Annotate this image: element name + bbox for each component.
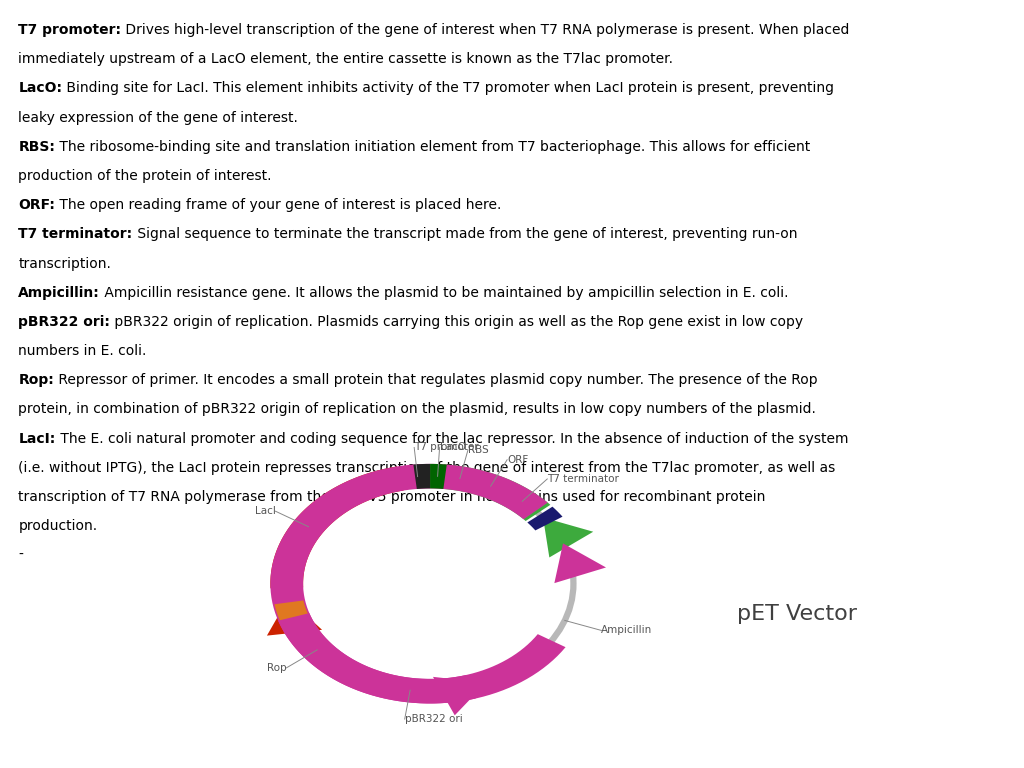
Text: Signal sequence to terminate the transcript made from the gene of interest, prev: Signal sequence to terminate the transcr… (132, 227, 797, 241)
Text: RBS:: RBS: (18, 140, 55, 154)
Text: Ampicillin: Ampicillin (601, 625, 652, 635)
Text: (i.e. without IPTG), the LacI protein represses transcription of the gene of int: (i.e. without IPTG), the LacI protein re… (18, 461, 836, 475)
Text: LacI: LacI (255, 506, 275, 516)
Text: Binding site for LacI. This element inhibits activity of the T7 promoter when La: Binding site for LacI. This element inhi… (62, 81, 835, 95)
Text: The open reading frame of your gene of interest is placed here.: The open reading frame of your gene of i… (55, 198, 502, 212)
Text: T7 terminator: T7 terminator (547, 474, 620, 484)
Text: Rop: Rop (267, 663, 287, 673)
Text: production.: production. (18, 519, 97, 533)
Text: The ribosome-binding site and translation initiation element from T7 bacteriopha: The ribosome-binding site and translatio… (55, 140, 811, 154)
Text: Ampicillin:: Ampicillin: (18, 286, 100, 300)
Text: pET Vector: pET Vector (737, 604, 857, 624)
Polygon shape (279, 613, 476, 703)
Text: LacO:: LacO: (18, 81, 62, 95)
Text: immediately upstream of a LacO element, the entire cassette is known as the T7la: immediately upstream of a LacO element, … (18, 52, 674, 66)
Text: numbers in E. coli.: numbers in E. coli. (18, 344, 146, 358)
Text: Repressor of primer. It encodes a small protein that regulates plasmid copy numb: Repressor of primer. It encodes a small … (54, 373, 818, 387)
Polygon shape (274, 601, 308, 621)
Text: LacO: LacO (439, 442, 466, 452)
Text: T7 terminator:: T7 terminator: (18, 227, 132, 241)
Polygon shape (270, 464, 565, 703)
Text: RBS: RBS (468, 445, 488, 455)
Text: pBR322 ori: pBR322 ori (404, 714, 463, 724)
Polygon shape (554, 544, 606, 583)
Text: T7 promoter:: T7 promoter: (18, 23, 122, 37)
Text: transcription.: transcription. (18, 257, 112, 270)
Text: Drives high-level transcription of the gene of interest when T7 RNA polymerase i: Drives high-level transcription of the g… (122, 23, 850, 37)
Text: -: - (18, 548, 24, 562)
Text: ORF: ORF (507, 455, 528, 465)
Polygon shape (441, 465, 550, 521)
Text: pBR322 origin of replication. Plasmids carrying this origin as well as the Rop g: pBR322 origin of replication. Plasmids c… (111, 315, 804, 329)
Polygon shape (430, 464, 446, 489)
Text: leaky expression of the gene of interest.: leaky expression of the gene of interest… (18, 111, 298, 124)
Text: LacI:: LacI: (18, 432, 55, 445)
Text: pBR322 ori:: pBR322 ori: (18, 315, 111, 329)
Polygon shape (543, 518, 593, 558)
Polygon shape (527, 507, 562, 531)
Polygon shape (414, 464, 430, 489)
Text: ORF:: ORF: (18, 198, 55, 212)
Text: The E. coli natural promoter and coding sequence for the lac repressor. In the a: The E. coli natural promoter and coding … (55, 432, 848, 445)
Polygon shape (433, 677, 486, 715)
Text: protein, in combination of pBR322 origin of replication on the plasmid, results : protein, in combination of pBR322 origin… (18, 402, 816, 416)
Text: T7 promoter: T7 promoter (414, 442, 479, 452)
Polygon shape (270, 466, 403, 588)
Text: Rop:: Rop: (18, 373, 54, 387)
Polygon shape (267, 598, 323, 636)
Text: production of the protein of interest.: production of the protein of interest. (18, 169, 272, 183)
Text: Ampicillin resistance gene. It allows the plasmid to be maintained by ampicillin: Ampicillin resistance gene. It allows th… (100, 286, 788, 300)
Text: transcription of T7 RNA polymerase from the LacUV5 promoter in host strains used: transcription of T7 RNA polymerase from … (18, 490, 766, 504)
